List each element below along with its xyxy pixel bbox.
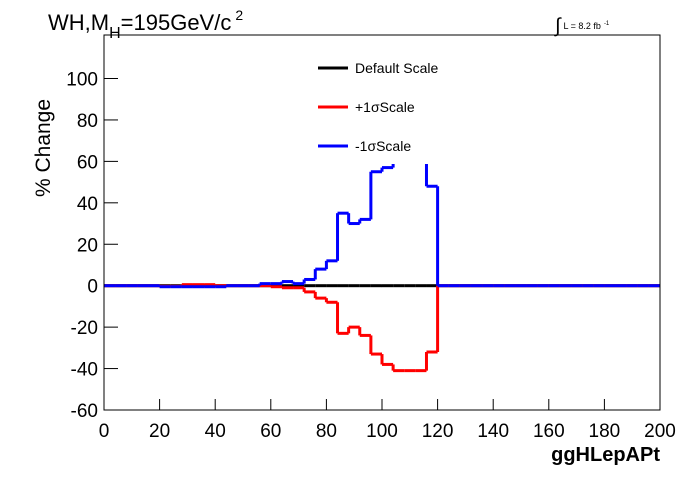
chart-title: WH,MH=195GeV/c 2 [48,7,243,42]
y-tick-label: 40 [77,194,98,215]
title-subscript: H [109,25,121,42]
y-tick-label: 20 [77,235,98,256]
y-tick-label: -20 [71,318,98,339]
y-tick-label: 0 [87,277,98,298]
x-tick-label: 0 [99,421,110,442]
lumi-superscript: -1 [604,21,610,27]
lumi-label: ∫ L = 8.2 fb -1 [554,15,610,37]
x-tick-label: 140 [477,421,509,442]
y-tick-label: 100 [66,70,98,91]
title-part: =195GeV/c [121,10,232,35]
y-axis-label: % Change [32,99,55,197]
legend-label: -1σScale [355,138,411,154]
x-tick-label: 180 [589,421,621,442]
y-tick-label: -60 [71,401,98,422]
x-tick-label: 200 [644,421,676,442]
x-tick-label: 120 [422,421,454,442]
title-superscript: 2 [235,7,243,23]
x-tick-label: 40 [205,421,226,442]
legend-label: +1σScale [355,99,415,115]
x-tick-label: 60 [260,421,281,442]
plot-frame [103,34,661,411]
lumi-integral: ∫ [554,15,562,37]
x-axis-label: ggHLepAPt [551,444,660,466]
lumi-text: L = 8.2 fb [563,21,600,31]
legend-label: Default Scale [355,60,438,76]
plot-area: -60 -40 -20 0 20 40 60 80 100 0 20 40 60 80 100 120 140 1… [66,34,676,442]
x-tick-label: 20 [149,421,170,442]
y-tick-label: -40 [71,360,98,381]
y-tick-label: 60 [77,152,98,173]
title-part: WH,M [48,10,109,35]
x-tick-label: 160 [533,421,565,442]
x-tick-label: 80 [316,421,337,442]
y-tick-label: 80 [77,111,98,132]
x-tick-label: 100 [366,421,398,442]
